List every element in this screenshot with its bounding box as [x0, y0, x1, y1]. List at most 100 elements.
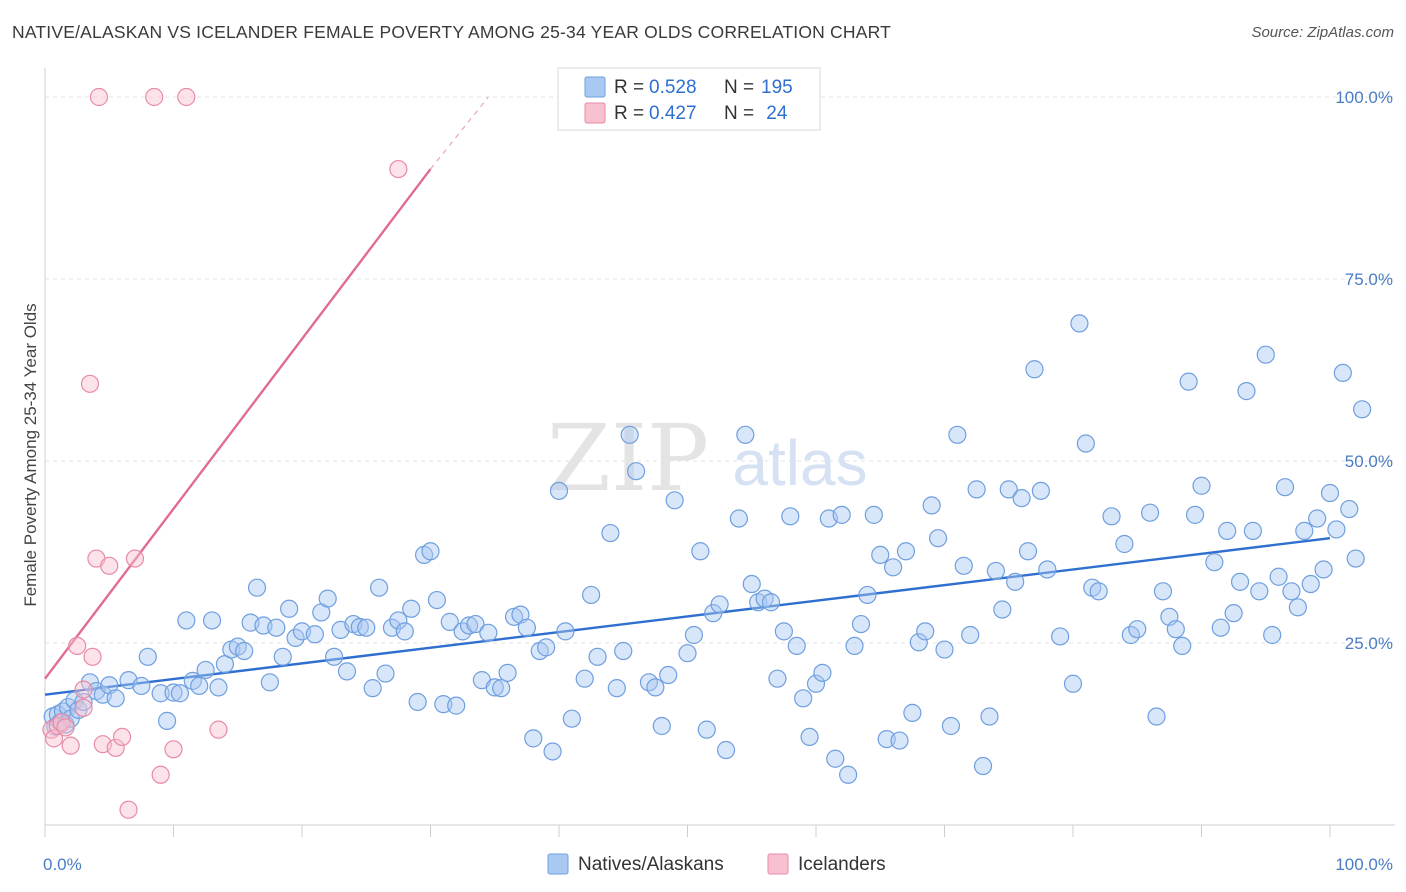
native-point — [447, 696, 466, 715]
native-point — [774, 622, 793, 641]
native-point — [652, 716, 671, 736]
native-point — [1243, 521, 1263, 540]
native-point — [1076, 434, 1095, 453]
native-point — [1288, 598, 1307, 617]
x-tick-label-0: 0.0% — [43, 855, 82, 874]
trend-line-icelanders-extension — [430, 96, 489, 170]
native-point — [498, 663, 517, 682]
legend-swatch-icelanders — [584, 102, 606, 124]
native-point — [761, 593, 781, 612]
native-point — [575, 669, 594, 688]
legend-bottom: Natives/Alaskans Icelanders — [547, 853, 886, 875]
legend-top: R = 0.528 N = 195 R = 0.427 N = 24 — [557, 67, 821, 131]
native-point — [890, 731, 909, 750]
native-point — [986, 561, 1006, 581]
trend-lines — [44, 96, 1331, 696]
icelander-point — [112, 727, 132, 747]
native-point — [1128, 620, 1147, 639]
native-point — [614, 641, 633, 661]
native-point — [922, 496, 941, 515]
native-point — [896, 542, 916, 561]
native-point — [421, 542, 440, 561]
native-point — [1237, 382, 1256, 401]
native-point — [1269, 567, 1288, 586]
native-point — [1320, 483, 1340, 503]
native-point — [151, 684, 170, 703]
native-point — [363, 679, 382, 698]
native-point — [1224, 604, 1243, 623]
trend-line-icelanders — [44, 168, 432, 680]
native-point — [1115, 534, 1134, 554]
native-point — [157, 711, 177, 730]
native-point — [768, 669, 787, 688]
legend-swatch-natives — [584, 76, 606, 98]
source-credit: Source: ZipAtlas.com — [1251, 24, 1394, 41]
native-point — [235, 641, 254, 661]
native-point — [459, 616, 479, 635]
legend-bottom-swatch-icelanders — [767, 853, 789, 875]
native-point — [549, 481, 569, 500]
native-point — [556, 622, 575, 641]
native-point — [858, 585, 877, 605]
native-point — [492, 679, 511, 698]
native-point — [864, 505, 883, 524]
legend-bottom-swatch-natives — [547, 853, 569, 875]
native-point — [1327, 520, 1346, 539]
icelander-point — [61, 736, 80, 755]
icelander-point — [106, 738, 125, 757]
icelander-point — [74, 680, 93, 699]
native-point — [164, 683, 183, 702]
native-point — [716, 740, 736, 760]
native-point — [883, 558, 903, 577]
native-point — [607, 679, 626, 698]
native-point — [999, 480, 1018, 499]
native-point — [967, 480, 986, 499]
native-point — [537, 638, 556, 657]
native-point — [729, 509, 749, 528]
icelander-point — [83, 647, 102, 666]
native-point — [1185, 505, 1205, 524]
icelander-point — [89, 87, 109, 107]
native-point — [684, 625, 704, 645]
native-point — [370, 578, 389, 597]
native-point — [562, 709, 581, 728]
y-axis-label: Female Poverty Among 25-34 Year Olds — [21, 303, 40, 606]
native-point — [1250, 582, 1269, 601]
legend-n-value-natives: 195 — [761, 77, 793, 98]
native-point — [806, 674, 826, 693]
native-point — [800, 727, 819, 747]
icelander-point — [209, 720, 228, 739]
native-point — [1089, 582, 1108, 601]
native-point — [813, 663, 832, 682]
icelander-point — [151, 765, 170, 784]
native-point — [646, 678, 665, 697]
native-point — [691, 542, 710, 561]
series-natives — [43, 314, 1372, 784]
native-point — [74, 692, 93, 712]
legend-n-label-natives: N = — [724, 77, 754, 98]
native-point — [1166, 620, 1185, 639]
native-point — [337, 662, 357, 681]
tick-labels: 25.0% 50.0% 75.0% 100.0% 0.0% 100.0% — [43, 88, 1393, 874]
native-point — [941, 716, 961, 736]
native-point — [948, 425, 967, 444]
icelander-point — [389, 159, 408, 179]
native-point — [1153, 582, 1173, 601]
native-point — [742, 574, 761, 594]
native-point — [260, 673, 279, 692]
native-point — [697, 720, 716, 739]
native-point — [1230, 572, 1250, 591]
native-point — [1038, 560, 1057, 579]
native-point — [736, 425, 755, 444]
native-point — [1102, 507, 1121, 526]
native-point — [170, 684, 190, 703]
native-point — [832, 505, 851, 524]
native-point — [1275, 478, 1295, 497]
native-point — [408, 692, 427, 712]
native-point — [318, 589, 337, 608]
native-point — [1301, 574, 1320, 594]
native-point — [1205, 553, 1224, 572]
native-point — [909, 633, 928, 652]
native-point — [1070, 314, 1089, 333]
